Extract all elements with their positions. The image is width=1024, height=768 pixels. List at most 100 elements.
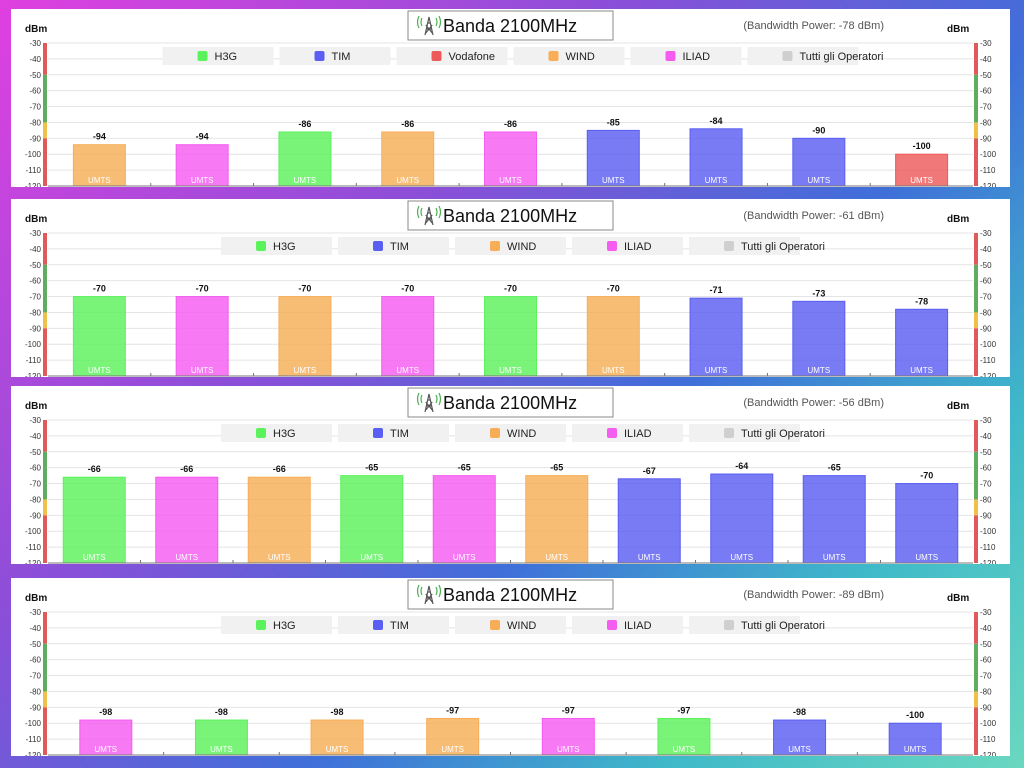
legend-item[interactable]: ILIAD [572, 237, 683, 255]
y-tick-label: -120 [980, 751, 997, 756]
bar[interactable] [79, 719, 133, 756]
bar-group: -73 UMTS [792, 288, 846, 377]
bar[interactable] [710, 473, 774, 564]
bar[interactable] [541, 717, 595, 756]
legend-item[interactable]: Tutti gli Operatori [689, 616, 825, 634]
legend-item[interactable]: TIM [338, 237, 449, 255]
y-tick-label: -30 [980, 39, 992, 48]
bar[interactable] [792, 300, 846, 377]
bar[interactable] [802, 475, 866, 564]
bar[interactable] [484, 131, 537, 187]
legend-item[interactable]: Tutti gli Operatori [689, 237, 825, 255]
y-tick-label: -80 [29, 687, 41, 696]
y-axis-label-right: dBm [947, 401, 969, 412]
bar[interactable] [586, 129, 640, 187]
left-y-ticks: -30 -40 -50 -60 -70 -80 -90 -100 -110 -120 [25, 416, 42, 564]
y-tick-label: -110 [26, 166, 42, 175]
bar-tech-label: UMTS [453, 553, 476, 562]
legend-label: TIM [390, 241, 409, 253]
bar-group: -70 UMTS [586, 284, 640, 377]
bar[interactable] [340, 475, 404, 564]
bar-value-label: -65 [550, 463, 563, 473]
bar-group: -85 UMTS [586, 117, 640, 187]
legend-item-bg [572, 237, 683, 255]
bar-value-label: -71 [710, 285, 723, 295]
bar[interactable] [310, 719, 364, 756]
bar[interactable] [72, 296, 126, 377]
bar[interactable] [247, 476, 311, 564]
legend-item[interactable]: TIM [338, 616, 449, 634]
y-tick-label: -120 [25, 559, 42, 564]
legend-item-bg [689, 237, 800, 255]
bar[interactable] [175, 296, 229, 377]
legend-item-bg [396, 47, 508, 65]
bar[interactable] [484, 296, 537, 377]
signal-zone [43, 499, 47, 516]
legend-item[interactable]: TIM [338, 424, 449, 442]
bar-tech-label: UMTS [441, 745, 464, 754]
legend-label: H3G [273, 428, 296, 440]
bar[interactable] [278, 131, 332, 187]
legend-item[interactable]: TIM [279, 47, 391, 65]
y-tick-label: -120 [25, 372, 42, 377]
bar[interactable] [657, 717, 711, 756]
right-signal-strip [974, 420, 978, 563]
legend-item[interactable]: WIND [455, 424, 566, 442]
signal-zone [43, 420, 47, 452]
bar[interactable] [586, 296, 640, 377]
y-tick-label: -100 [25, 340, 42, 349]
x-axis [48, 560, 973, 564]
bar[interactable] [381, 296, 435, 377]
bar-group: -98 UMTS [79, 707, 133, 756]
legend-item[interactable]: ILIAD [572, 616, 683, 634]
bar[interactable] [617, 478, 681, 564]
y-axis-label-left: dBm [25, 401, 47, 412]
signal-zone [974, 74, 978, 123]
bar[interactable] [525, 475, 589, 564]
bar[interactable] [155, 476, 219, 564]
legend-item[interactable]: Tutti gli Operatori [689, 424, 825, 442]
bar-chart: -30-40-50-60-70-80-90-100-110-120-30-40-… [25, 200, 997, 377]
legend-item[interactable]: WIND [455, 237, 566, 255]
legend-swatch [665, 51, 676, 61]
legend-item[interactable]: ILIAD [630, 47, 742, 65]
bar[interactable] [278, 296, 332, 377]
bar[interactable] [175, 144, 229, 187]
legend-item[interactable]: ILIAD [572, 424, 683, 442]
legend: H3G TIM WIND ILIAD Tutti gli Operatori [221, 237, 825, 255]
legend-item[interactable]: Tutti gli Operatori [747, 47, 884, 65]
legend-item-bg [455, 424, 566, 442]
bar[interactable] [773, 719, 827, 756]
legend-swatch [490, 428, 500, 438]
signal-zone [43, 707, 47, 755]
legend-item[interactable]: Vodafone [396, 47, 508, 65]
y-axis-label-left: dBm [25, 593, 47, 604]
bar[interactable] [426, 717, 480, 756]
bar[interactable] [792, 137, 846, 187]
y-tick-label: -30 [980, 416, 992, 425]
legend-item[interactable]: WIND [513, 47, 625, 65]
legend-item[interactable]: WIND [455, 616, 566, 634]
bar-value-label: -98 [99, 707, 112, 717]
bar-value-label: -86 [298, 119, 311, 129]
legend-item[interactable]: H3G [221, 237, 332, 255]
bar[interactable] [895, 153, 949, 187]
legend-item[interactable]: H3G [221, 616, 332, 634]
bar[interactable] [888, 722, 942, 756]
bar[interactable] [62, 476, 126, 564]
bar-value-label: -73 [812, 288, 825, 298]
y-tick-label: -80 [980, 308, 992, 317]
legend-swatch [373, 428, 383, 438]
legend-swatch [490, 620, 500, 630]
bar[interactable] [689, 297, 743, 377]
bar-tech-label: UMTS [557, 745, 580, 754]
left-y-ticks: -30 -40 -50 -60 -70 -80 -90 -100 -110 -120 [25, 229, 42, 377]
bar[interactable] [72, 144, 126, 187]
bar[interactable] [432, 475, 496, 564]
legend-item[interactable]: H3G [162, 47, 274, 65]
bar[interactable] [895, 483, 959, 564]
signal-zone [43, 74, 47, 123]
bar[interactable] [895, 308, 949, 377]
signal-zone [974, 122, 978, 139]
legend-item[interactable]: H3G [221, 424, 332, 442]
